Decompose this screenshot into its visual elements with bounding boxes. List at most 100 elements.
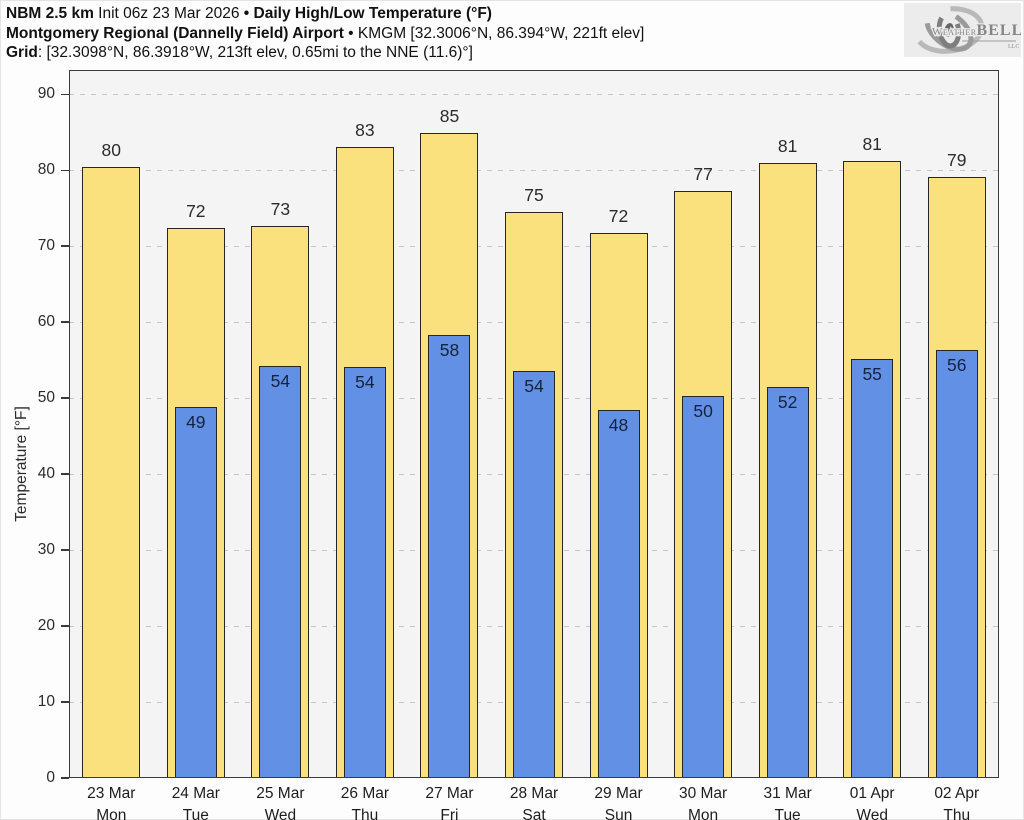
- x-tick-date: 23 Mar: [87, 785, 136, 802]
- x-tick-date: 30 Mar: [678, 785, 728, 802]
- low-value-label: 54: [270, 370, 291, 391]
- weatherbell-swirl-icon: WeatherBELL LLC: [913, 6, 1023, 54]
- low-bar: [597, 410, 640, 778]
- chart-header: NBM 2.5 km Init 06z 23 Mar 2026 • Daily …: [6, 4, 644, 63]
- x-tick-label: 01 Apr Wed: [827, 783, 917, 820]
- gridline-90: [69, 93, 999, 95]
- x-tick-date: 31 Mar: [763, 785, 812, 802]
- x-tick-day: Wed: [856, 806, 888, 820]
- station-name: Montgomery Regional (Dannelly Field) Air…: [6, 24, 344, 42]
- low-value-label: 56: [946, 354, 967, 375]
- low-value-label: 54: [524, 375, 544, 396]
- x-tick-day: Thu: [351, 806, 379, 820]
- high-value-label: 79: [946, 150, 967, 171]
- high-value-label: 75: [524, 185, 544, 206]
- x-tick-day: Fri: [440, 806, 459, 820]
- y-tick-mark-40: [61, 473, 69, 475]
- x-tick-date: 25 Mar: [256, 785, 305, 802]
- bars-layer: [69, 70, 999, 778]
- station-meta: • KMGM [32.3006°N, 86.394°W, 221ft elev]: [343, 24, 645, 42]
- high-value-label: 73: [270, 199, 291, 220]
- y-tick-mark-30: [61, 549, 69, 551]
- low-value-label: 50: [693, 400, 713, 421]
- high-value-label: 83: [355, 119, 375, 140]
- high-value-label: 72: [186, 201, 206, 221]
- model-name: NBM 2.5 km: [6, 5, 94, 22]
- x-tick-day: Tue: [774, 806, 801, 820]
- x-tick-day: Sun: [604, 806, 633, 820]
- x-tick-date: 29 Mar: [594, 785, 643, 802]
- x-tick-label: 25 Mar Wed: [235, 783, 325, 820]
- grid-label: Grid: [6, 44, 38, 61]
- y-tick-label-40: 40: [37, 465, 55, 483]
- y-tick-label-90: 90: [37, 85, 55, 103]
- low-bar: [343, 367, 386, 778]
- x-tick-day: Tue: [182, 806, 209, 820]
- x-tick-label: 30 Mar Mon: [658, 783, 748, 820]
- y-axis-label: Temperature [°F]: [13, 406, 30, 522]
- high-value-label: 81: [777, 136, 798, 157]
- gridline-80: [69, 169, 999, 171]
- header-line-3: Grid: [32.3098°N, 86.3918°W, 213ft elev,…: [6, 43, 644, 63]
- x-tick-label: 23 Mar Mon: [66, 783, 156, 820]
- y-tick-mark-20: [61, 625, 69, 627]
- header-line-1: NBM 2.5 km Init 06z 23 Mar 2026 • Daily …: [6, 4, 644, 24]
- high-value-label: 85: [439, 106, 460, 127]
- low-value-label: 52: [777, 391, 798, 412]
- high-value-label: 80: [101, 140, 121, 161]
- x-tick-date: 26 Mar: [340, 785, 390, 802]
- product-title: • Daily High/Low Temperature (°F): [243, 5, 492, 22]
- grid-meta: : [32.3098°N, 86.3918°W, 213ft elev, 0.6…: [37, 44, 473, 61]
- x-tick-label: 24 Mar Tue: [151, 783, 241, 820]
- low-value-label: 55: [862, 364, 882, 385]
- y-tick-mark-90: [61, 93, 69, 96]
- y-tick-mark-60: [61, 321, 69, 323]
- high-value-label: 77: [693, 163, 713, 184]
- y-tick-mark-50: [61, 397, 69, 399]
- low-bar: [766, 386, 809, 778]
- y-tick-label-50: 50: [37, 389, 55, 407]
- x-tick-day: Wed: [264, 806, 297, 820]
- y-tick-label-20: 20: [37, 617, 55, 635]
- y-tick-label-80: 80: [37, 161, 55, 179]
- low-bar: [513, 370, 555, 778]
- low-bar: [682, 395, 725, 778]
- y-tick-mark-10: [61, 701, 69, 703]
- header-line-2: Montgomery Regional (Dannelly Field) Air…: [6, 24, 644, 44]
- svg-text:WeatherBELL: WeatherBELL: [932, 22, 1021, 39]
- x-tick-date: 24 Mar: [171, 785, 220, 802]
- x-tick-day: Mon: [96, 806, 127, 820]
- low-bar: [259, 365, 302, 778]
- low-value-label: 54: [355, 372, 375, 393]
- x-tick-label: 29 Mar Sun: [574, 783, 664, 820]
- high-value-label: 72: [608, 205, 629, 226]
- low-bar: [428, 335, 471, 778]
- x-tick-day: Thu: [943, 806, 971, 820]
- high-bar: [82, 167, 141, 778]
- low-bar: [851, 359, 894, 778]
- x-tick-label: 26 Mar Thu: [320, 783, 410, 820]
- x-tick-label: 02 Apr Thu: [912, 783, 1002, 820]
- y-tick-mark-70: [61, 245, 69, 247]
- low-value-label: 48: [608, 415, 629, 436]
- y-tick-mark-0: [61, 777, 69, 779]
- x-tick-label: 31 Mar Tue: [743, 783, 833, 820]
- init-time: Init 06z 23 Mar 2026: [93, 5, 244, 22]
- weatherbell-logo: WeatherBELL LLC: [904, 3, 1023, 57]
- low-value-label: 49: [186, 412, 206, 433]
- low-bar: [935, 349, 978, 778]
- high-value-label: 81: [862, 134, 882, 155]
- y-tick-label-0: 0: [46, 769, 55, 786]
- x-tick-day: Sat: [522, 806, 546, 820]
- low-value-label: 58: [439, 340, 460, 361]
- x-tick-label: 28 Mar Sat: [489, 783, 579, 820]
- x-tick-label: 27 Mar Fri: [404, 783, 494, 820]
- y-tick-label-10: 10: [37, 693, 55, 711]
- y-tick-label-70: 70: [37, 237, 55, 255]
- y-tick-label-60: 60: [37, 313, 55, 331]
- x-tick-date: 28 Mar: [509, 785, 559, 802]
- low-bar: [174, 407, 217, 778]
- svg-text:LLC: LLC: [1008, 44, 1019, 50]
- y-tick-label-30: 30: [37, 541, 55, 559]
